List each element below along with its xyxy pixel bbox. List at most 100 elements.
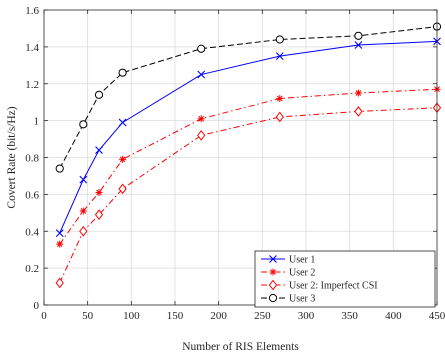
- data-point: [95, 146, 103, 155]
- series-1: [55, 37, 441, 237]
- asterisk-marker: [276, 95, 284, 102]
- x-marker: [55, 229, 64, 237]
- diamond-marker: [55, 277, 64, 289]
- circle-marker: [118, 68, 127, 77]
- y-tick-label: 0.4: [25, 226, 39, 238]
- x-tick-label: 300: [298, 310, 315, 322]
- legend-label: User 3: [289, 294, 315, 305]
- data-point: [94, 90, 104, 99]
- data-point: [268, 279, 278, 291]
- x-marker: [79, 175, 88, 184]
- data-point: [55, 229, 64, 237]
- data-point: [79, 120, 88, 129]
- grid: [44, 10, 437, 305]
- asterisk-marker: [354, 89, 362, 97]
- data-point: [55, 164, 64, 173]
- series-line: [59, 107, 438, 284]
- data-point: [269, 255, 277, 263]
- series-layer: [55, 22, 442, 289]
- circle-marker: [275, 35, 284, 44]
- diamond-marker: [275, 111, 284, 123]
- diamond-marker: [268, 279, 278, 291]
- legend-label: User 1: [289, 255, 315, 266]
- y-tick-label: 0.6: [25, 189, 39, 201]
- circle-marker: [268, 293, 278, 303]
- asterisk-marker: [95, 189, 103, 197]
- legend-label: User 2: [289, 268, 315, 279]
- data-point: [56, 240, 64, 248]
- x-marker: [95, 146, 103, 155]
- legend-item: User 2: Imperfect CSI: [261, 279, 378, 292]
- series-line: [59, 40, 438, 234]
- x-tick-label: 50: [82, 310, 94, 322]
- x-marker: [275, 52, 284, 60]
- circle-marker: [94, 90, 104, 99]
- x-tick-label: 350: [341, 310, 358, 322]
- x-tick-label: 250: [254, 310, 271, 322]
- data-point: [55, 277, 64, 289]
- data-point: [269, 268, 277, 276]
- diamond-marker: [118, 183, 127, 195]
- data-point: [354, 41, 363, 49]
- data-point: [354, 89, 362, 97]
- legend-item: User 2: [261, 268, 315, 279]
- legend-item: User 1: [261, 255, 315, 266]
- data-point: [118, 68, 127, 77]
- y-tick-label: 1.6: [25, 5, 39, 17]
- data-point: [276, 95, 284, 102]
- y-tick-label: 1: [34, 116, 40, 128]
- diamond-marker: [79, 225, 88, 237]
- data-point: [197, 70, 206, 79]
- data-point: [79, 207, 87, 215]
- asterisk-marker: [56, 240, 64, 248]
- x-marker: [197, 70, 206, 79]
- data-point: [118, 183, 127, 195]
- asterisk-marker: [269, 268, 277, 276]
- x-tick-label: 0: [41, 310, 47, 322]
- legend: User 1 User 2 User 2: Imperfect CSI User 3: [254, 250, 436, 308]
- legend-item: User 3: [261, 294, 315, 305]
- series-line: [59, 88, 438, 245]
- data-point: [275, 35, 284, 44]
- x-tick-label: 100: [123, 310, 140, 322]
- legend-label: User 2: Imperfect CSI: [289, 281, 378, 292]
- x-tick-label: 150: [167, 310, 184, 322]
- data-point: [354, 31, 363, 40]
- series-3: [55, 102, 442, 289]
- diamond-marker: [197, 130, 206, 141]
- circle-marker: [55, 164, 64, 173]
- diamond-marker: [354, 106, 363, 117]
- x-tick-label: 400: [385, 310, 402, 322]
- x-marker: [118, 118, 127, 127]
- y-tick-label: 1.4: [25, 42, 39, 54]
- diamond-marker: [94, 209, 104, 220]
- asterisk-marker: [197, 115, 205, 123]
- data-point: [268, 293, 278, 303]
- x-marker: [269, 255, 277, 263]
- asterisk-marker: [79, 207, 87, 215]
- x-tick-label: 450: [429, 310, 445, 322]
- x-axis-label: Number of RIS Elements: [182, 341, 299, 353]
- x-tick-label: 200: [210, 310, 227, 322]
- data-point: [119, 155, 127, 163]
- data-point: [95, 189, 103, 197]
- circle-marker: [79, 120, 88, 129]
- y-tick-label: 0.2: [25, 263, 39, 275]
- y-tick-label: 1.2: [25, 79, 39, 91]
- data-point: [275, 111, 284, 123]
- y-axis-label: Covert Rate (bit/s/Hz): [6, 106, 18, 208]
- data-point: [94, 209, 104, 220]
- x-marker: [354, 41, 363, 49]
- data-point: [354, 106, 363, 117]
- circle-marker: [354, 31, 363, 40]
- series-line: [59, 26, 438, 169]
- data-point: [79, 175, 88, 184]
- circle-marker: [197, 44, 206, 53]
- data-point: [79, 225, 88, 237]
- ticks: 0 50 100 150 200 250 300 350 400 450 0 0.2 0.4 0.6 0.8…: [25, 5, 445, 322]
- data-point: [118, 118, 127, 127]
- y-tick-label: 0.8: [25, 153, 39, 165]
- data-point: [275, 52, 284, 60]
- data-point: [197, 44, 206, 53]
